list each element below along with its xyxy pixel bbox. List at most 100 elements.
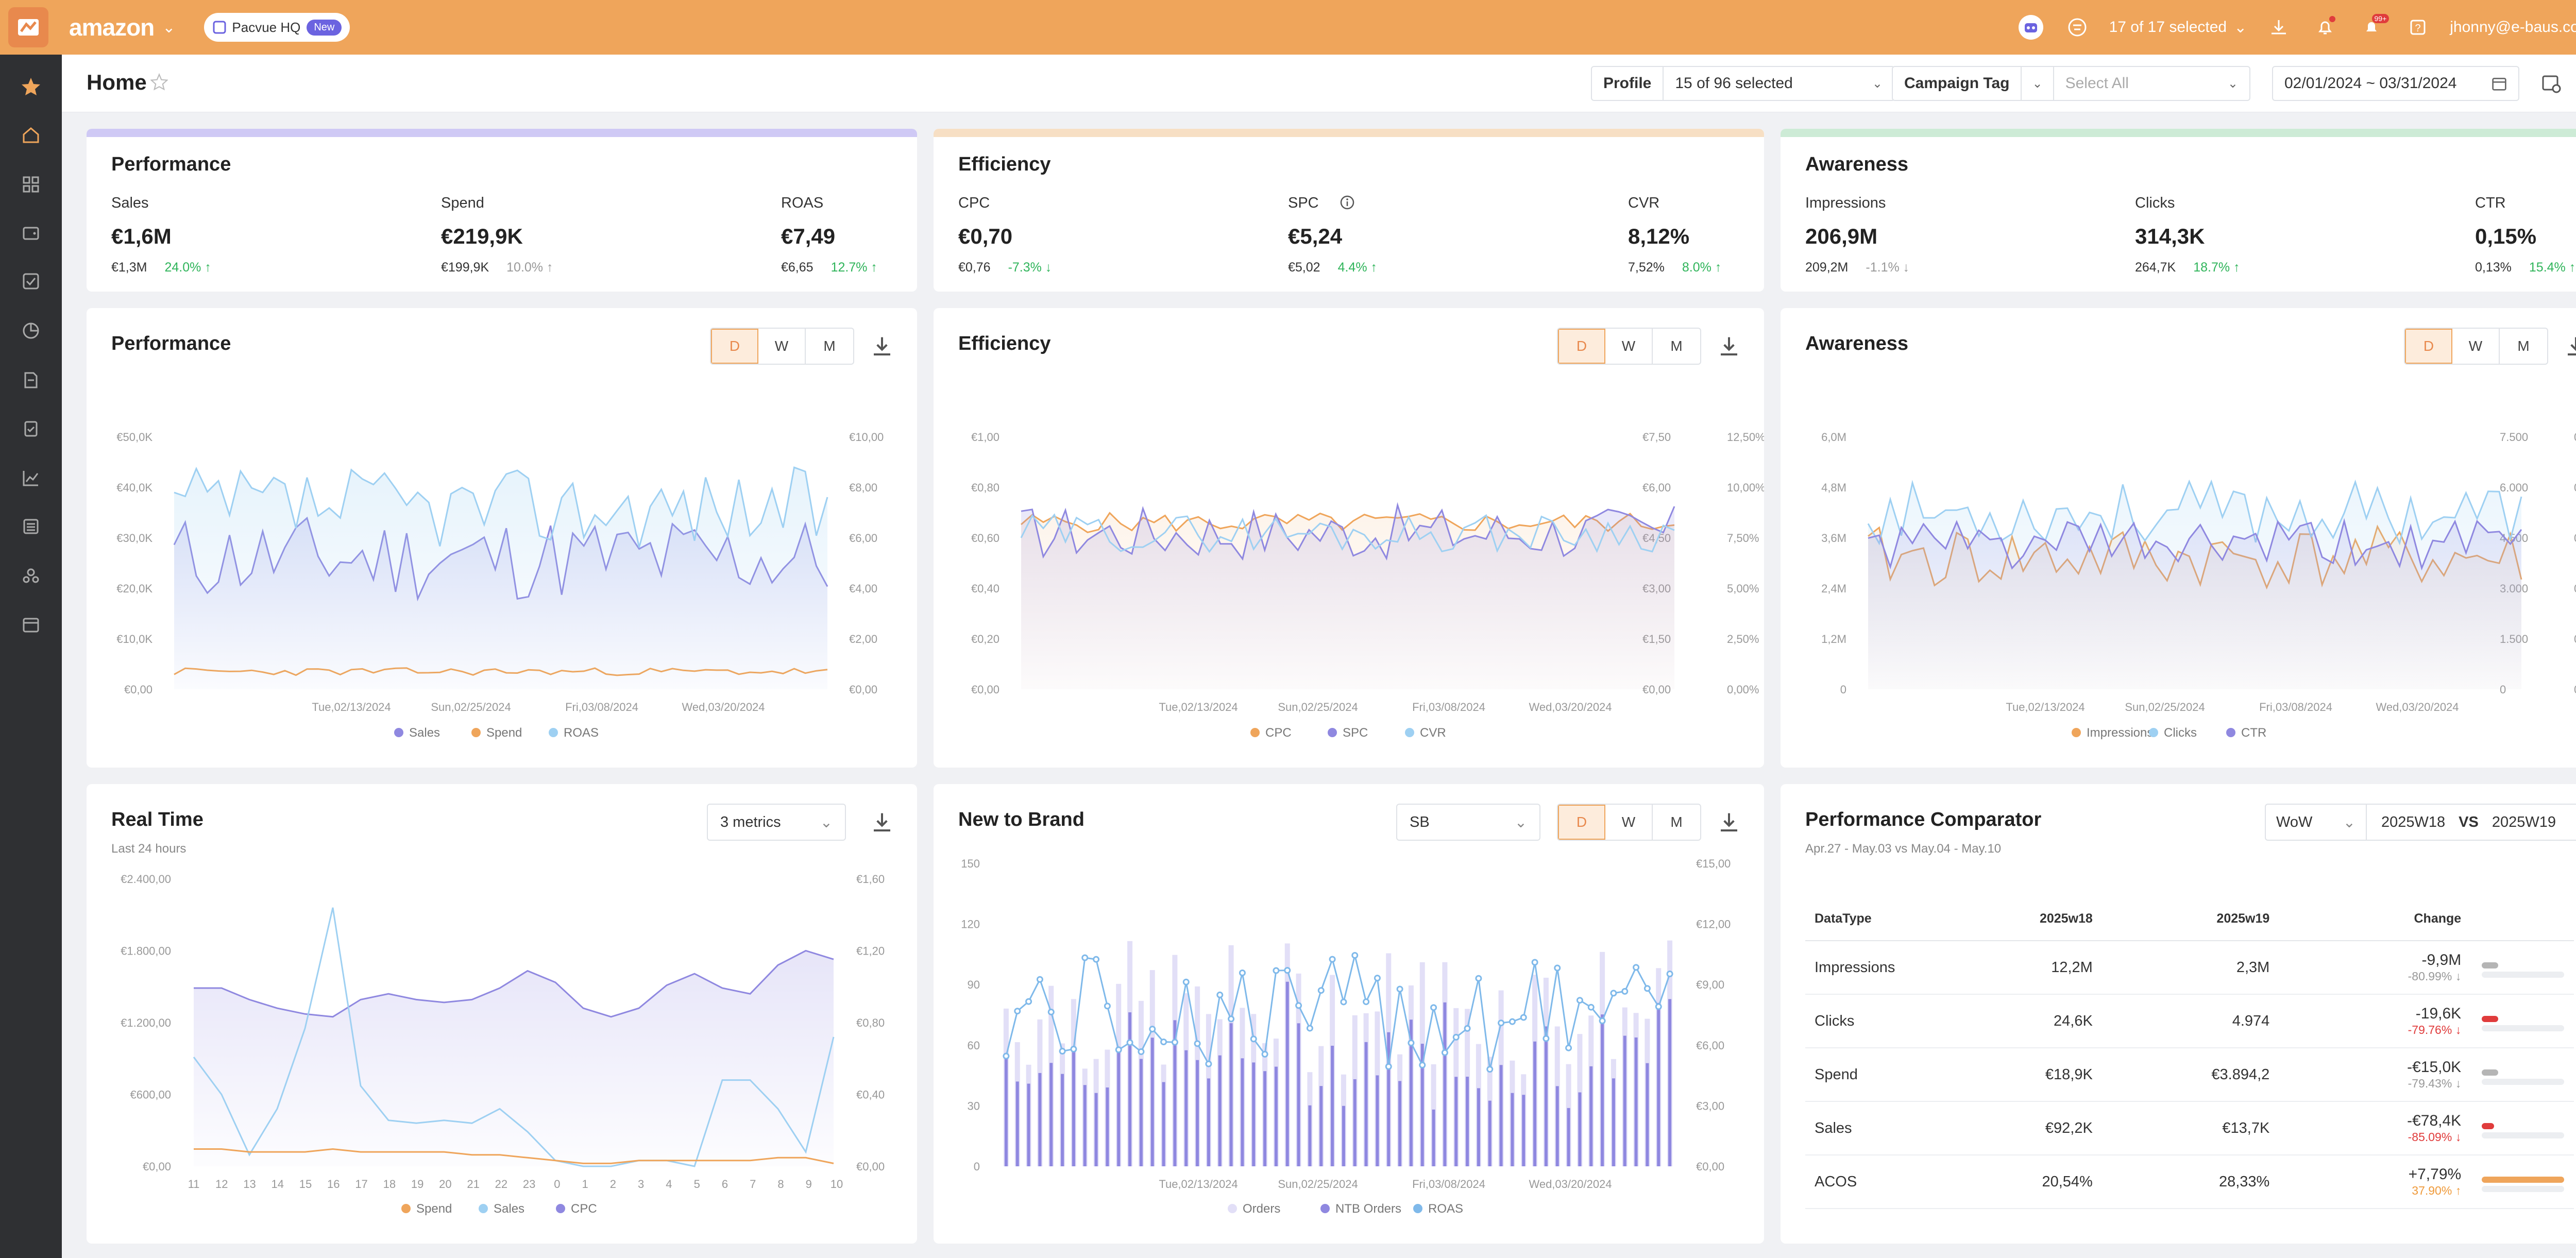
ntb-orders-bar[interactable] xyxy=(1511,1093,1514,1166)
ntb-orders-bar[interactable] xyxy=(1331,1045,1334,1166)
star-icon[interactable] xyxy=(18,73,44,100)
ntb-orders-bar[interactable] xyxy=(1623,1035,1626,1166)
roas-point[interactable] xyxy=(1565,1044,1572,1051)
ntb-orders-bar[interactable] xyxy=(1454,1077,1458,1166)
ntb-orders-bar[interactable] xyxy=(1567,1108,1570,1166)
ntb-orders-bar[interactable] xyxy=(1376,1075,1379,1166)
ntb-orders-bar[interactable] xyxy=(1668,999,1672,1166)
roas-point[interactable] xyxy=(1036,976,1043,983)
series-line[interactable] xyxy=(194,1148,834,1164)
ntb-orders-bar[interactable] xyxy=(1049,1063,1053,1166)
ntb-orders-bar[interactable] xyxy=(1364,1042,1368,1166)
roas-point[interactable] xyxy=(1520,1014,1527,1021)
ntb-orders-bar[interactable] xyxy=(1420,1044,1424,1166)
ntb-orders-bar[interactable] xyxy=(1297,1023,1300,1166)
series-line[interactable] xyxy=(193,907,835,1167)
ntb-orders-bar[interactable] xyxy=(1106,1087,1109,1166)
profile-filter[interactable]: Profile 15 of 96 selected ⌄ xyxy=(1591,66,1895,101)
roas-point[interactable] xyxy=(1295,1002,1302,1009)
ntb-orders-bar[interactable] xyxy=(1004,1053,1008,1166)
ntb-orders-bar[interactable] xyxy=(1409,1019,1413,1166)
week-b-select[interactable]: 2025W19 xyxy=(2492,813,2556,830)
ntb-orders-bar[interactable] xyxy=(1241,1058,1244,1166)
comparison-mode-dropdown[interactable]: WoW ⌄ xyxy=(2266,805,2367,840)
ntb-orders-bar[interactable] xyxy=(1038,1073,1042,1166)
roas-point[interactable] xyxy=(1014,1008,1021,1015)
ntb-orders-bar[interactable] xyxy=(1466,1077,1469,1166)
roas-point[interactable] xyxy=(1655,1003,1662,1010)
ntb-orders-bar[interactable] xyxy=(1072,1049,1075,1166)
ntb-orders-bar[interactable] xyxy=(1443,1002,1447,1166)
help-icon[interactable]: ? xyxy=(2403,13,2432,42)
weekly-button[interactable]: W xyxy=(1605,805,1653,840)
daily-button[interactable]: D xyxy=(1558,805,1605,840)
ntb-orders-bar[interactable] xyxy=(1061,1074,1064,1166)
ntb-orders-bar[interactable] xyxy=(1150,1038,1154,1166)
ntb-orders-bar[interactable] xyxy=(1544,1026,1548,1166)
roas-point[interactable] xyxy=(1093,956,1100,963)
line-chart-icon[interactable] xyxy=(18,465,44,491)
ntb-orders-bar[interactable] xyxy=(1634,1037,1638,1166)
roas-point[interactable] xyxy=(1531,959,1538,966)
calendar-icon[interactable] xyxy=(18,611,44,638)
grid-icon[interactable] xyxy=(18,171,44,198)
roas-point[interactable] xyxy=(1374,975,1381,982)
ntb-orders-bar[interactable] xyxy=(1488,1100,1492,1166)
ntb-orders-bar[interactable] xyxy=(1196,1060,1199,1166)
notification-icon[interactable]: 99+ xyxy=(2357,13,2389,42)
campaign-tag-select[interactable]: Select All xyxy=(2065,75,2129,92)
daily-button[interactable]: D xyxy=(2405,329,2452,364)
roas-point[interactable] xyxy=(1070,1045,1077,1052)
ntb-orders-bar[interactable] xyxy=(1094,1093,1098,1166)
ntb-orders-bar[interactable] xyxy=(1117,1050,1121,1166)
series-line[interactable] xyxy=(1021,512,1675,534)
roas-point[interactable] xyxy=(1441,1049,1448,1056)
ntb-orders-bar[interactable] xyxy=(1207,1078,1210,1166)
roas-point[interactable] xyxy=(1599,1017,1606,1025)
ntb-orders-bar[interactable] xyxy=(1533,1041,1537,1166)
roas-point[interactable] xyxy=(1363,998,1370,1006)
roas-point[interactable] xyxy=(1126,1039,1133,1046)
roas-point[interactable] xyxy=(1408,1039,1415,1046)
roas-point[interactable] xyxy=(1059,1048,1066,1055)
roas-point[interactable] xyxy=(1284,967,1291,974)
series-line[interactable] xyxy=(194,949,834,1018)
ad-type-dropdown[interactable]: SB ⌄ xyxy=(1396,804,1540,841)
roas-point[interactable] xyxy=(1273,967,1280,974)
ntb-orders-bar[interactable] xyxy=(1162,1082,1165,1166)
info-icon[interactable] xyxy=(1340,195,1355,213)
ntb-orders-bar[interactable] xyxy=(1398,1081,1402,1166)
marketplace-brand[interactable]: amazon xyxy=(69,14,155,41)
people-icon[interactable] xyxy=(18,563,44,589)
ntb-orders-bar[interactable] xyxy=(1252,1062,1256,1166)
roas-point[interactable] xyxy=(1317,987,1325,994)
roas-point[interactable] xyxy=(1340,998,1347,1006)
roas-point[interactable] xyxy=(1396,985,1403,993)
download-icon[interactable] xyxy=(2564,334,2576,359)
roas-point[interactable] xyxy=(1430,1004,1437,1011)
roas-point[interactable] xyxy=(1385,1063,1392,1070)
ntb-orders-bar[interactable] xyxy=(1128,1012,1132,1166)
roas-point[interactable] xyxy=(1543,1035,1550,1042)
roas-point[interactable] xyxy=(1228,1015,1235,1023)
user-menu[interactable]: jhonny@e-baus.com⌄ xyxy=(2450,19,2576,37)
monthly-button[interactable]: M xyxy=(823,338,836,354)
roas-point[interactable] xyxy=(1261,1050,1268,1058)
ntb-orders-bar[interactable] xyxy=(1601,1014,1604,1166)
home-icon[interactable] xyxy=(18,122,44,148)
roas-point[interactable] xyxy=(1419,1061,1426,1068)
ntb-orders-bar[interactable] xyxy=(1274,1066,1278,1166)
ntb-orders-bar[interactable] xyxy=(1308,1105,1312,1166)
roas-point[interactable] xyxy=(1475,975,1482,982)
monthly-button[interactable]: M xyxy=(2517,338,2530,354)
ntb-orders-bar[interactable] xyxy=(1319,1086,1323,1166)
campaign-tag-filter[interactable]: Campaign Tag ⌄ Select All ⌄ xyxy=(1892,66,2250,101)
roas-point[interactable] xyxy=(1498,1019,1505,1027)
roas-point[interactable] xyxy=(1610,990,1617,997)
ntb-orders-bar[interactable] xyxy=(1578,1092,1582,1166)
selection-dropdown[interactable]: 17 of 17 selected ⌄ xyxy=(2109,19,2247,37)
roas-point[interactable] xyxy=(1666,970,1673,977)
workspace-switcher[interactable]: Pacvue HQ New xyxy=(204,13,350,42)
roas-point[interactable] xyxy=(1351,952,1359,959)
ntb-orders-bar[interactable] xyxy=(1229,1023,1233,1166)
